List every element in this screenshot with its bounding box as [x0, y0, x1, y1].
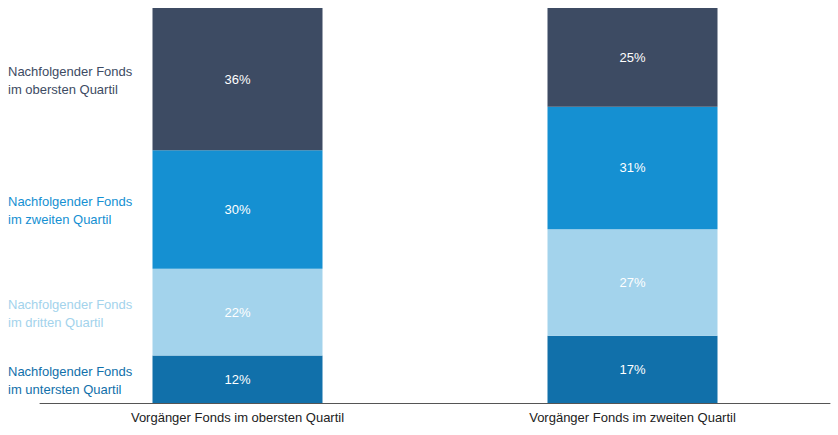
svg-text:Nachfolgender Fonds: Nachfolgender Fonds — [8, 297, 133, 312]
svg-text:31%: 31% — [619, 160, 645, 175]
svg-text:im untersten Quartil: im untersten Quartil — [8, 382, 122, 397]
svg-text:12%: 12% — [224, 372, 250, 387]
svg-text:Nachfolgender Fonds: Nachfolgender Fonds — [8, 364, 133, 379]
svg-text:im dritten Quartil: im dritten Quartil — [8, 315, 103, 330]
svg-text:25%: 25% — [619, 50, 645, 65]
svg-text:Vorgänger Fonds im zweiten Qua: Vorgänger Fonds im zweiten Quartil — [529, 410, 736, 425]
svg-text:27%: 27% — [619, 275, 645, 290]
svg-text:Vorgänger Fonds im obersten Qu: Vorgänger Fonds im obersten Quartil — [131, 410, 344, 425]
svg-text:im zweiten Quartil: im zweiten Quartil — [8, 212, 111, 227]
svg-text:22%: 22% — [224, 305, 250, 320]
svg-text:17%: 17% — [619, 362, 645, 377]
svg-text:Nachfolgender Fonds: Nachfolgender Fonds — [8, 64, 133, 79]
svg-text:im obersten Quartil: im obersten Quartil — [8, 82, 118, 97]
svg-text:30%: 30% — [224, 202, 250, 217]
svg-text:Nachfolgender Fonds: Nachfolgender Fonds — [8, 194, 133, 209]
svg-text:36%: 36% — [224, 72, 250, 87]
